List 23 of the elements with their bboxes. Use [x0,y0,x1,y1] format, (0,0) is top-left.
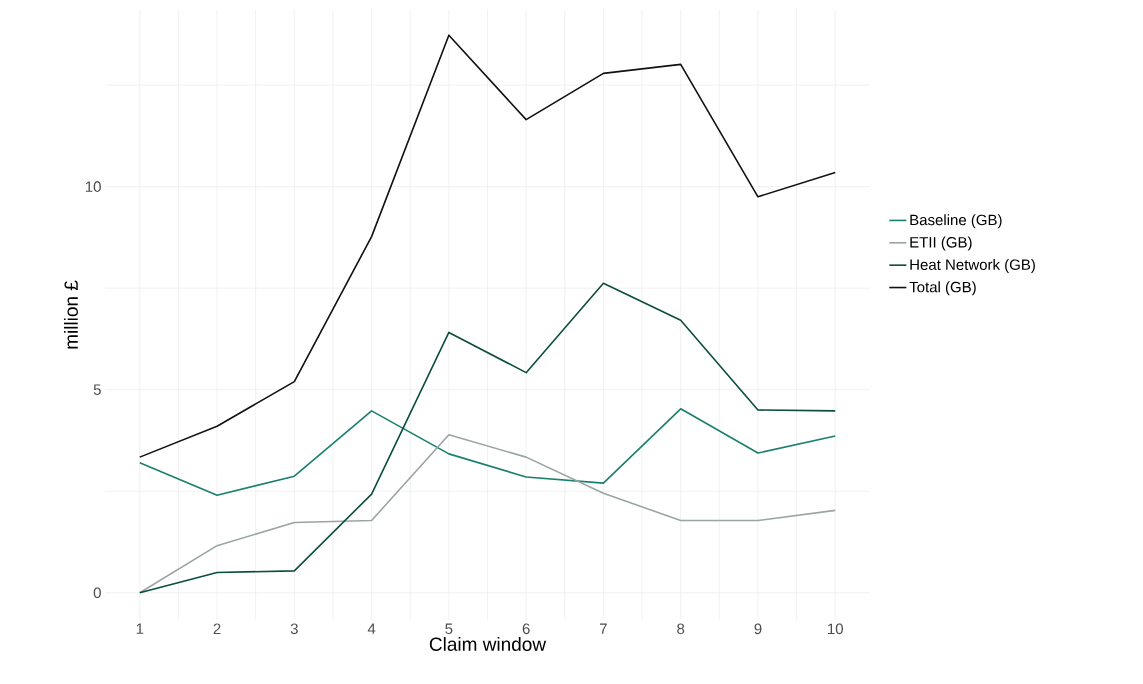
x-tick-label: 3 [290,623,298,635]
x-tick-label: 9 [754,623,762,635]
legend-label: Total (GB) [909,281,976,296]
legend-label: Baseline (GB) [910,214,1002,229]
legend-label: ETII (GB) [910,236,972,251]
x-tick-label: 4 [367,623,376,634]
x-tick-label: 6 [522,623,530,635]
y-tick-label: 10 [85,181,101,192]
x-tick-label: 10 [828,623,843,635]
line-series [138,282,837,594]
line-series [138,408,837,497]
legend-label: Heat Network (GB) [910,258,1035,273]
y-tick-label: 5 [93,384,101,395]
x-tick-label: 1 [136,623,144,634]
x-tick-label: 7 [600,623,607,634]
line-series [138,433,837,594]
y-axis-title: million £ [63,280,78,349]
line-series [138,34,837,458]
x-tick-label: 2 [213,623,221,634]
x-tick-label: 8 [677,623,685,635]
x-axis-title: Claim window [429,637,547,651]
y-tick-label: 0 [93,587,101,599]
x-tick-label: 5 [445,623,453,634]
